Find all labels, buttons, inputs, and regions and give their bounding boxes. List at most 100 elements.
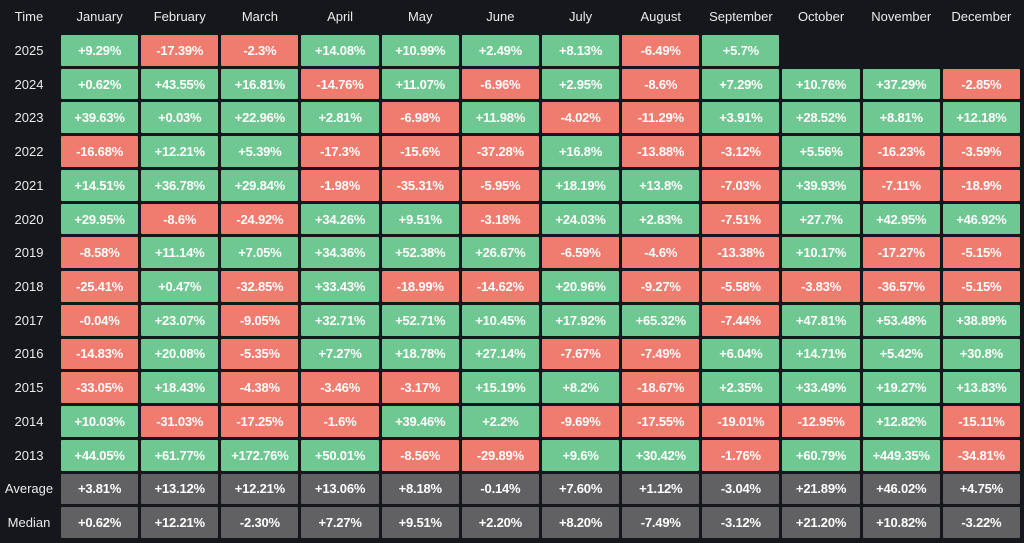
- cell-2023-september: +3.91%: [702, 102, 780, 134]
- cell-2018-june: -14.62%: [461, 271, 539, 302]
- cell-2018-august: -9.27%: [622, 271, 700, 302]
- cell-average-january: +3.81%: [61, 473, 139, 505]
- cell-median-january: +0.62%: [61, 507, 139, 538]
- cell-2018-september: -5.58%: [702, 271, 780, 302]
- cell-2015-august: -18.67%: [622, 372, 700, 404]
- cell-2019-june: +26.67%: [461, 237, 539, 269]
- cell-2022-december: -3.59%: [942, 136, 1020, 167]
- cell-2015-july: +8.2%: [541, 372, 620, 404]
- row-label-2021: 2021: [14, 177, 44, 193]
- cell-median-september: -3.12%: [702, 507, 780, 538]
- cell-2020-march: -24.92%: [221, 203, 299, 235]
- cell-2019-november: -17.27%: [862, 237, 940, 269]
- cell-2025-september: +5.7%: [702, 35, 780, 66]
- cell-2024-october: +10.76%: [782, 68, 860, 100]
- cell-2017-october: +47.81%: [782, 304, 860, 336]
- cell-average-february: +13.12%: [141, 473, 219, 505]
- cell-2022-february: +12.21%: [141, 136, 219, 167]
- cell-2024-november: +37.29%: [862, 68, 940, 100]
- cell-2016-april: +7.27%: [301, 338, 379, 370]
- cell-2019-october: +10.17%: [782, 237, 860, 269]
- cell-2023-may: -6.98%: [381, 102, 459, 134]
- cell-2025-october: [782, 35, 859, 66]
- row-label-median: Median: [7, 515, 51, 531]
- cell-2015-november: +19.27%: [862, 372, 940, 404]
- column-header-january: January: [76, 9, 123, 24]
- cell-2022-april: -17.3%: [301, 136, 379, 167]
- column-header-august: August: [640, 9, 681, 24]
- cell-2025-january: +9.29%: [61, 35, 139, 66]
- cell-2022-march: +5.39%: [221, 136, 299, 167]
- cell-2021-february: +36.78%: [141, 169, 219, 201]
- cell-2020-december: +46.92%: [942, 203, 1020, 235]
- cell-2020-february: -8.6%: [141, 203, 219, 235]
- cell-2024-may: +11.07%: [381, 68, 459, 100]
- cell-2013-april: +50.01%: [301, 439, 379, 471]
- column-header-october: October: [797, 9, 845, 24]
- cell-average-december: +4.75%: [942, 473, 1020, 505]
- cell-2023-december: +12.18%: [942, 102, 1020, 134]
- row-label-2025: 2025: [14, 42, 44, 58]
- cell-2018-december: -5.15%: [942, 271, 1020, 302]
- row-label-2016: 2016: [14, 346, 44, 362]
- cell-2019-may: +52.38%: [381, 237, 459, 269]
- cell-2014-january: +10.03%: [61, 406, 139, 437]
- cell-2022-july: +16.8%: [541, 136, 620, 167]
- cell-2021-december: -18.9%: [942, 169, 1020, 201]
- cell-2016-june: +27.14%: [461, 338, 539, 370]
- cell-2016-february: +20.08%: [141, 338, 219, 370]
- cell-average-april: +13.06%: [301, 473, 379, 505]
- cell-2017-november: +53.48%: [862, 304, 940, 336]
- cell-median-december: -3.22%: [942, 507, 1020, 538]
- cell-2025-march: -2.3%: [221, 35, 299, 66]
- column-header-july: July: [569, 9, 593, 24]
- row-label-2019: 2019: [14, 245, 44, 261]
- cell-2024-january: +0.62%: [61, 68, 139, 100]
- cell-average-may: +8.18%: [381, 473, 459, 505]
- cell-2025-june: +2.49%: [461, 35, 539, 66]
- cell-2013-december: -34.81%: [942, 439, 1020, 471]
- row-label-2014: 2014: [14, 413, 44, 429]
- cell-2023-april: +2.81%: [301, 102, 379, 134]
- cell-median-february: +12.21%: [141, 507, 219, 538]
- cell-2022-september: -3.12%: [702, 136, 780, 167]
- cell-2014-july: -9.69%: [541, 406, 620, 437]
- cell-2018-october: -3.83%: [782, 271, 860, 302]
- cell-2016-july: -7.67%: [541, 338, 620, 370]
- cell-2015-december: +13.83%: [942, 372, 1020, 404]
- cell-2020-june: -3.18%: [461, 203, 539, 235]
- column-header-december: December: [951, 9, 1012, 24]
- cell-2020-july: +24.03%: [541, 203, 620, 235]
- cell-2013-july: +9.6%: [541, 439, 620, 471]
- row-label-2023: 2023: [14, 110, 44, 126]
- cell-2021-october: +39.93%: [782, 169, 860, 201]
- cell-2020-november: +42.95%: [862, 203, 940, 235]
- cell-2016-september: +6.04%: [702, 338, 780, 370]
- cell-2015-may: -3.17%: [381, 372, 459, 404]
- cell-2024-august: -8.6%: [622, 68, 700, 100]
- cell-2022-june: -37.28%: [461, 136, 539, 167]
- cell-2025-february: -17.39%: [141, 35, 219, 66]
- cell-2022-may: -15.6%: [381, 136, 459, 167]
- row-label-2013: 2013: [14, 447, 44, 463]
- cell-2015-march: -4.38%: [221, 372, 299, 404]
- cell-2019-august: -4.6%: [622, 237, 700, 269]
- cell-2019-march: +7.05%: [221, 237, 299, 269]
- cell-2019-april: +34.36%: [301, 237, 379, 269]
- cell-2020-january: +29.95%: [61, 203, 139, 235]
- cell-2023-july: -4.02%: [541, 102, 620, 134]
- cell-2019-february: +11.14%: [141, 237, 219, 269]
- cell-2023-june: +11.98%: [461, 102, 539, 134]
- cell-2020-may: +9.51%: [381, 203, 459, 235]
- cell-2014-march: -17.25%: [221, 406, 299, 437]
- cell-2025-july: +8.13%: [541, 35, 620, 66]
- time-column-header: Time: [14, 9, 44, 24]
- cell-2013-september: -1.76%: [702, 439, 780, 471]
- cell-2014-september: -19.01%: [702, 406, 780, 437]
- cell-2021-august: +13.8%: [622, 169, 700, 201]
- cell-2014-october: -12.95%: [782, 406, 860, 437]
- cell-2024-september: +7.29%: [702, 68, 780, 100]
- column-header-september: September: [709, 9, 773, 24]
- cell-2023-january: +39.63%: [61, 102, 139, 134]
- cell-2017-march: -9.05%: [221, 304, 299, 336]
